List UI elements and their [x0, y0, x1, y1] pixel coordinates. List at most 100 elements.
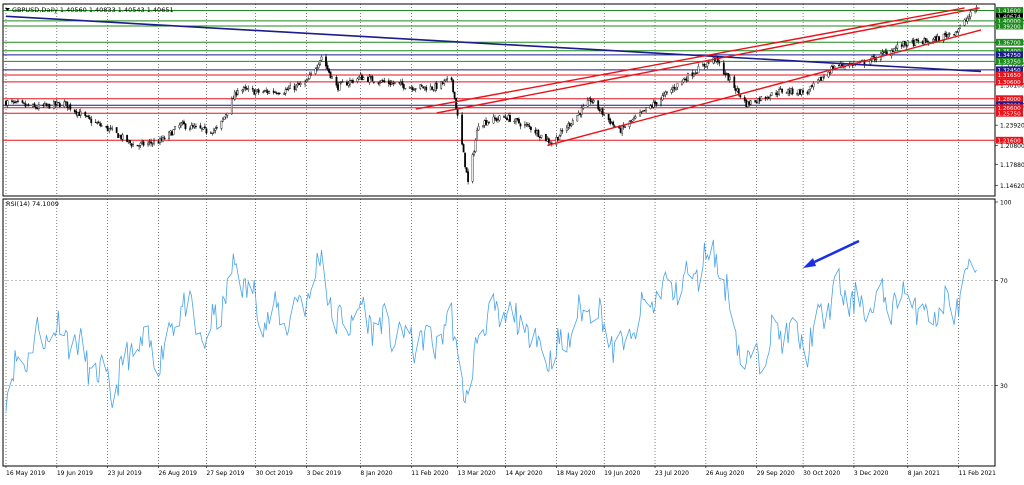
candle: [733, 74, 736, 91]
candle: [926, 38, 929, 43]
candle: [278, 92, 281, 95]
candle: [87, 114, 90, 119]
price-tick-label: 1.14620: [1000, 183, 1024, 190]
candle: [431, 85, 434, 91]
candle: [461, 112, 464, 146]
date-tick-label: 26 Aug 2019: [159, 470, 198, 477]
candle: [471, 152, 474, 184]
price-level-tags: 1.416001.406741.400001.392001.367001.354…: [996, 7, 1023, 144]
price-level-value: 1.33750: [998, 60, 1022, 66]
candle: [331, 75, 333, 79]
candle: [477, 123, 480, 131]
candle: [329, 71, 332, 79]
candle: [528, 122, 531, 130]
rsi-info: RSI(14) 74.1009: [6, 200, 59, 208]
candle: [180, 121, 182, 129]
rsi-panel-frame: [2, 198, 996, 467]
candle: [147, 140, 149, 147]
candle: [52, 99, 55, 110]
candle: [308, 71, 311, 80]
candle: [443, 78, 446, 87]
candle: [335, 75, 338, 88]
candle: [358, 76, 360, 81]
candle: [649, 104, 652, 110]
candle: [215, 125, 218, 130]
candle: [652, 99, 655, 109]
rsi-tick-label: 70: [1000, 278, 1008, 285]
candle: [586, 97, 589, 108]
candle: [530, 126, 532, 133]
price-level-tag: [996, 58, 1023, 65]
candle: [88, 114, 91, 121]
candle: [242, 85, 245, 93]
candle: [624, 125, 627, 129]
price-level-tag: [996, 38, 1023, 46]
price-panel-frame: [2, 3, 996, 197]
candle: [383, 77, 386, 83]
candle: [518, 117, 520, 124]
candle: [253, 89, 256, 95]
date-tick-label: 30 Oct 2019: [256, 470, 293, 477]
date-tick-label: 3 Dec 2019: [307, 470, 342, 477]
candle: [38, 101, 40, 111]
candle: [108, 128, 111, 134]
candle: [97, 120, 100, 124]
candle: [106, 125, 109, 132]
candle: [84, 111, 87, 119]
candle: [948, 32, 951, 37]
candle: [205, 127, 208, 135]
candle: [467, 168, 469, 185]
candle: [90, 115, 93, 127]
candle: [314, 67, 317, 76]
candle: [328, 68, 330, 74]
candle: [100, 123, 103, 127]
price-level-value: 1.30600: [998, 80, 1022, 86]
candle: [519, 122, 522, 130]
candle: [645, 107, 647, 113]
candle: [906, 40, 909, 48]
candle: [757, 97, 760, 104]
candle: [727, 73, 730, 81]
candle: [262, 90, 265, 94]
candle: [48, 103, 51, 109]
candle: [199, 122, 202, 129]
price-level-value: 1.28000: [998, 97, 1022, 103]
candle: [325, 53, 327, 70]
price-level-tag: [996, 47, 1023, 55]
candle: [117, 133, 120, 139]
candle: [320, 55, 323, 62]
candle: [589, 96, 592, 105]
price-level-value: 1.31650: [998, 73, 1022, 79]
date-tick-label: 18 May 2020: [556, 470, 595, 477]
candle: [450, 76, 453, 82]
candle: [760, 96, 763, 102]
candle: [607, 113, 610, 123]
candle: [63, 99, 66, 108]
candle: [655, 102, 658, 107]
candle: [413, 88, 416, 91]
candle: [163, 135, 166, 140]
candle: [453, 91, 456, 100]
candle: [362, 76, 365, 81]
candle: [812, 81, 815, 91]
candle: [254, 89, 257, 97]
candle: [247, 85, 250, 92]
candle: [703, 62, 706, 70]
candle: [809, 85, 812, 92]
price-level-tag: [996, 109, 1023, 117]
candle: [305, 78, 308, 83]
date-tick-label: 26 Aug 2020: [706, 470, 745, 477]
price-level-value: 1.39200: [998, 24, 1022, 30]
candle: [515, 118, 517, 125]
candle: [150, 138, 152, 147]
candle: [393, 82, 396, 85]
trendline: [436, 7, 980, 114]
candle: [401, 78, 404, 88]
candle: [452, 79, 455, 94]
price-level-tag: [996, 78, 1023, 86]
date-axis-ticks: 16 May 2019 19 Jun 2019 23 Jul 2019 26 Aug …: [5, 466, 996, 477]
candle: [509, 112, 511, 123]
candle: [316, 64, 318, 72]
price-tick-label: 1.20800: [1000, 143, 1024, 150]
candle: [580, 104, 583, 118]
